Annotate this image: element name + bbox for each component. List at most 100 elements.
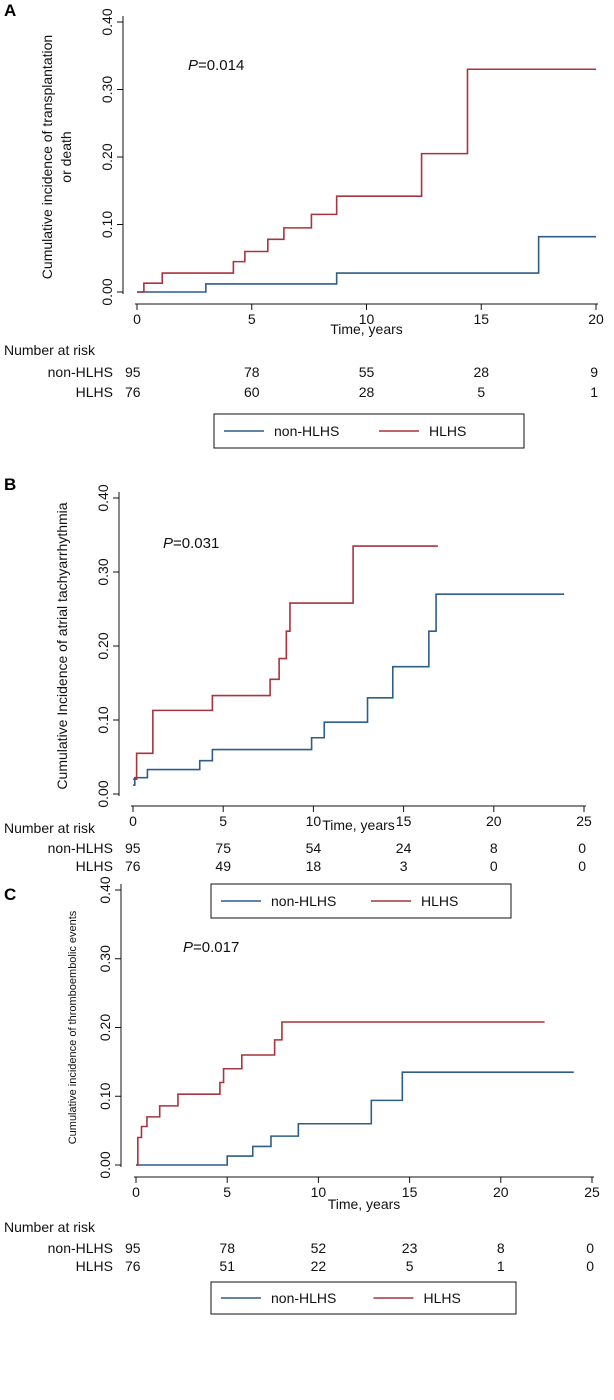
x-tick-label: 25: [576, 813, 592, 829]
risk-value: 76: [125, 1258, 141, 1274]
x-tick-label: 15: [396, 813, 412, 829]
panel-letter: C: [4, 885, 16, 904]
risk-value: 54: [306, 840, 322, 856]
panel-a: A0.000.100.200.300.400 5 10 15 20Cumulative …: [4, 1, 604, 449]
x-tick-label: 10: [311, 1184, 327, 1200]
risk-value: 78: [244, 364, 260, 380]
risk-value: 0: [586, 1240, 594, 1256]
risk-value: 5: [406, 1258, 414, 1274]
risk-row-label: HLHS: [76, 858, 113, 874]
legend: non-HLHS HLHS: [210, 1281, 517, 1315]
x-tick-label: 5: [223, 1184, 231, 1200]
y-axis-label: or death: [58, 131, 74, 182]
risk-table-title: Number at risk: [4, 342, 96, 358]
series-hlhs-curve: [133, 545, 438, 780]
risk-table-title: Number at risk: [4, 1219, 96, 1235]
x-tick-label: 10: [359, 311, 375, 327]
x-tick-label: 25: [584, 1184, 600, 1200]
risk-value: 3: [400, 858, 408, 874]
p-value: P=0.031: [163, 535, 219, 552]
risk-value: 49: [215, 858, 231, 874]
risk-value: 18: [306, 858, 322, 874]
y-axis-label: Cumulative incidence of thromboembolic e…: [67, 910, 79, 1144]
panel-letter: B: [4, 475, 16, 494]
x-tick-label: 20: [486, 813, 502, 829]
risk-row-label: non-HLHS: [48, 840, 113, 856]
legend-label-hlhs: HLHS: [424, 1290, 461, 1306]
risk-value: 78: [219, 1240, 235, 1256]
risk-value: 76: [125, 858, 141, 874]
y-axis-label: Cumulative incidence of transplantation: [39, 35, 55, 279]
panel-b: B 0.00 0.10 0.20 0.30 0.40 0 5 10 15 20 25 Cumulativ…: [4, 475, 592, 919]
risk-value: 0: [586, 1258, 594, 1274]
p-value: P=0.017: [183, 939, 239, 956]
y-tick-label: 0.30: [95, 558, 111, 585]
y-tick-label: 0.30: [97, 945, 113, 972]
risk-row-label: HLHS: [76, 1258, 113, 1274]
risk-value: 55: [359, 364, 375, 380]
y-tick-label: 0.40: [97, 876, 113, 903]
x-tick-label: 15: [473, 311, 489, 327]
y-tick-label: 0.30: [99, 76, 115, 103]
series-hlhs-curve: [136, 1021, 545, 1166]
y-tick-label: 0.00: [99, 278, 115, 305]
y-tick-label: 0.00: [97, 1151, 113, 1178]
risk-value: 1: [590, 384, 598, 400]
x-tick-label: 0: [133, 311, 141, 327]
risk-value: 8: [490, 840, 498, 856]
risk-value: 75: [215, 840, 231, 856]
legend-box: [213, 413, 525, 449]
x-axis-label: Time, years: [330, 321, 403, 337]
risk-row-label: HLHS: [76, 384, 113, 400]
series-hlhs-curve: [137, 68, 596, 293]
x-axis-label: Time, years: [328, 1196, 401, 1212]
y-tick-label: 0.20: [99, 143, 115, 170]
series-non-hlhs-curve: [137, 235, 596, 293]
risk-value: 24: [396, 840, 412, 856]
series-non-hlhs-curve: [133, 593, 565, 786]
y-tick-label: 0.10: [99, 211, 115, 238]
legend: non-HLHS HLHS: [210, 883, 512, 919]
x-tick-label: 20: [588, 311, 604, 327]
risk-value: 52: [311, 1240, 327, 1256]
panel-c: C0.000.100.200.300.400 5 10 15 20 25Cumulativ…: [4, 876, 600, 1315]
legend-box: [210, 1281, 517, 1315]
risk-value: 0: [578, 840, 586, 856]
panel-letter: A: [4, 1, 16, 20]
p-value: P=0.014: [188, 57, 244, 74]
risk-value: 76: [125, 384, 141, 400]
risk-value: 9: [590, 364, 598, 380]
x-tick-label: 0: [129, 813, 137, 829]
x-tick-label: 0: [132, 1184, 140, 1200]
risk-value: 23: [402, 1240, 418, 1256]
x-tick-label: 10: [306, 813, 322, 829]
series-non-hlhs-curve: [136, 1071, 574, 1166]
legend-label-non-hlhs: non-HLHS: [271, 1290, 336, 1306]
y-tick-label: 0.10: [95, 706, 111, 733]
legend-label-hlhs: HLHS: [421, 893, 458, 909]
legend: non-HLHS HLHS: [213, 413, 525, 449]
risk-value: 1: [497, 1258, 505, 1274]
risk-value: 95: [125, 1240, 141, 1256]
y-tick-label: 0.10: [97, 1082, 113, 1109]
x-tick-label: 15: [402, 1184, 418, 1200]
y-axis-label: Cumulative Incidence of atrial tachyarrh…: [54, 502, 70, 789]
risk-value: 60: [244, 384, 260, 400]
risk-value: 95: [125, 364, 141, 380]
risk-value: 95: [125, 840, 141, 856]
risk-value: 51: [219, 1258, 235, 1274]
risk-value: 28: [473, 364, 489, 380]
legend-label-non-hlhs: non-HLHS: [271, 893, 336, 909]
y-tick-label: 0.20: [95, 632, 111, 659]
x-axis-label: Time, years: [322, 817, 395, 833]
y-tick-label: 0.40: [95, 484, 111, 511]
risk-value: 28: [359, 384, 375, 400]
risk-value: 8: [497, 1240, 505, 1256]
risk-value: 0: [490, 858, 498, 874]
risk-value: 22: [311, 1258, 327, 1274]
x-tick-label: 5: [219, 813, 227, 829]
y-tick-label: 0.20: [97, 1014, 113, 1041]
risk-table-title: Number at risk: [4, 820, 96, 836]
legend-label-hlhs: HLHS: [429, 423, 466, 439]
